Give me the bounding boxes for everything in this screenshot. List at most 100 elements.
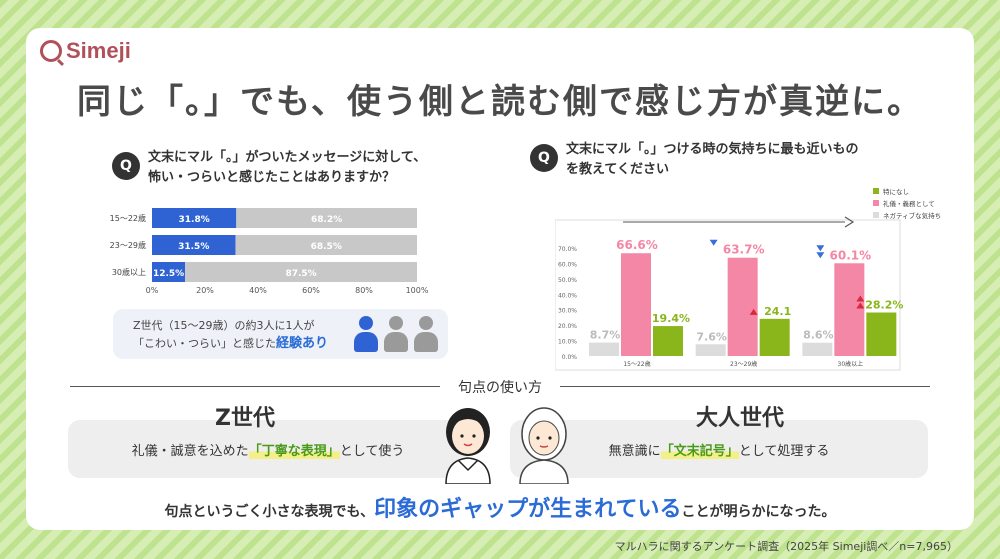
increase-arrow-icon [856, 295, 865, 302]
y-tick-label: 20.0% [558, 323, 577, 330]
y-tick-label: 30.0% [558, 308, 577, 315]
z-gen-pre: 礼儀・誠意を込めた [131, 443, 249, 459]
x-tick-label: 20% [196, 286, 214, 295]
y-tick-label: 50.0% [558, 277, 577, 284]
plot-frame [555, 219, 901, 371]
source-note: マルハラに関するアンケート調査（2025年 Simeji調べ／n=7,965） [614, 540, 958, 553]
person-icon [414, 316, 438, 352]
adult-gen-highlight: 「文末記号」 [660, 439, 739, 459]
bar [621, 253, 651, 356]
question-badge: Q [112, 152, 140, 180]
adult-gen-pre: 無意識に [608, 443, 661, 459]
category-label: 23〜29歳 [110, 240, 146, 250]
bar-data-label: 8.7% [590, 329, 621, 342]
right-question-line2: を教えてください [566, 162, 669, 177]
bar-data-label: 28.2% [865, 298, 903, 311]
bar-data-label: 60.1% [830, 248, 872, 262]
bar-data-label: 12.5% [153, 269, 184, 279]
adult-woman-illustration [519, 407, 569, 484]
z-gen-highlight: 「丁寧な表現」 [248, 439, 340, 459]
category-label: 30歳以上 [112, 267, 146, 277]
conclusion-emphasis: 印象のギャップが生まれている [374, 497, 682, 522]
y-tick-label: 40.0% [558, 292, 577, 299]
legend-label: 特になし [883, 187, 909, 196]
bar-segment [185, 262, 417, 282]
y-tick-label: 0.0% [562, 354, 578, 361]
divider-left [70, 386, 440, 387]
bar-data-label: 63.7% [723, 243, 765, 257]
left-question-text: 文末にマル「。」がついたメッセージに対して、 怖い・つらいと感じたことはあります… [148, 148, 426, 188]
brand-logo: Simeji [40, 38, 131, 64]
section-title: 句点の使い方 [458, 380, 542, 396]
legend-label: ネガティブな気持ち [883, 211, 941, 220]
bar-data-label: 24.1 [764, 305, 791, 318]
trend-arrow-head-icon [844, 216, 855, 228]
adult-gen-post: として処理する [738, 443, 830, 459]
conclusion-pre: 句点というごく小さな表現でも、 [164, 504, 375, 520]
bar-segment [236, 208, 417, 228]
bar-data-label: 87.5% [285, 269, 316, 279]
y-tick-label: 60.0% [558, 261, 577, 268]
x-tick-label: 60% [302, 286, 320, 295]
question-badge: Q [530, 144, 558, 172]
decrease-arrow-icon [816, 252, 825, 259]
decrease-arrow-icon [709, 239, 718, 246]
summary-line1: Z世代（15〜29歳）の約3人に1人が [133, 319, 315, 332]
category-label: 15〜22歳 [110, 213, 146, 223]
legend-label: 礼儀・義務として [883, 199, 935, 208]
x-tick-label: 80% [355, 286, 373, 295]
x-tick-label: 0% [146, 286, 159, 295]
summary-box: Z世代（15〜29歳）の約3人に1人が 「こわい・つらい」と感じた経験あり [113, 309, 448, 359]
page-headline: 同じ「。」でも、使う側と読む側で感じ方が真逆に。 [77, 82, 923, 122]
horizontal-bar-chart: 0% 20% 40% 60% 80% 100% 15〜22歳 31.8% 68.2% 23〜29歳… [110, 208, 429, 295]
bar-data-label: 31.8% [179, 215, 210, 225]
legend-swatch [873, 200, 879, 206]
bar-segment [152, 208, 237, 228]
right-question-line1: 文末にマル「。」つける時の気持ちに最も近いもの [566, 142, 859, 157]
legend-swatch [873, 188, 879, 194]
bar-segment [152, 262, 186, 282]
bar [727, 257, 758, 356]
y-tick-label: 70.0% [558, 246, 577, 253]
increase-arrow-icon [856, 302, 865, 309]
summary-emphasis: 経験あり [276, 336, 329, 351]
left-question-line1: 文末にマル「。」がついたメッセージに対して、 [148, 150, 427, 165]
decrease-arrow-icon [816, 245, 825, 252]
bar-data-label: 66.6% [616, 238, 658, 252]
divider-right [560, 386, 930, 387]
bar-data-label: 31.5% [178, 242, 209, 252]
bar [589, 342, 619, 356]
x-tick-label: 100% [406, 286, 429, 295]
z-gen-box: 礼儀・誠意を込めた 「丁寧な表現」 として使う [68, 420, 468, 478]
adult-gen-title: 大人世代 [695, 406, 784, 431]
right-question-text: 文末にマル「。」つける時の気持ちに最も近いもの を教えてください [566, 140, 859, 180]
person-icon-highlighted [354, 316, 378, 352]
summary-line2: 「こわい・つらい」と感じた [133, 337, 276, 350]
people-icons [354, 316, 438, 352]
bar-data-label: 8.6% [803, 329, 834, 342]
x-tick-label: 40% [249, 286, 267, 295]
legend-swatch [873, 212, 879, 218]
y-tick-label: 10.0% [558, 339, 577, 346]
bar [834, 263, 865, 356]
left-question: Q 文末にマル「。」がついたメッセージに対して、 怖い・つらいと感じたことはあり… [112, 148, 426, 188]
bar-segment [152, 235, 236, 255]
bar [802, 342, 833, 356]
x-tick-label: 15〜22歳 [623, 360, 650, 368]
summary-text: Z世代（15〜29歳）の約3人に1人が 「こわい・つらい」と感じた経験あり [133, 317, 328, 353]
bar-segment [235, 235, 417, 255]
left-question-line2: 怖い・つらいと感じたことはありますか？ [148, 170, 396, 185]
brand-name: Simeji [66, 38, 131, 63]
person-icon [384, 316, 408, 352]
logo-mark-icon [40, 40, 62, 62]
right-question: Q 文末にマル「。」つける時の気持ちに最も近いもの を教えてください [530, 140, 859, 180]
bar-data-label: 68.2% [311, 215, 342, 225]
x-tick-label: 23〜29歳 [730, 360, 757, 368]
bar-data-label: 68.5% [311, 242, 342, 252]
increase-arrow-icon [749, 308, 758, 315]
bar [759, 318, 790, 356]
x-tick-label: 30歳以上 [838, 360, 864, 368]
conclusion-post: ことが明らかになった。 [681, 504, 836, 520]
bar-data-label: 7.6% [696, 330, 727, 343]
z-gen-title: Z世代 [215, 406, 275, 431]
